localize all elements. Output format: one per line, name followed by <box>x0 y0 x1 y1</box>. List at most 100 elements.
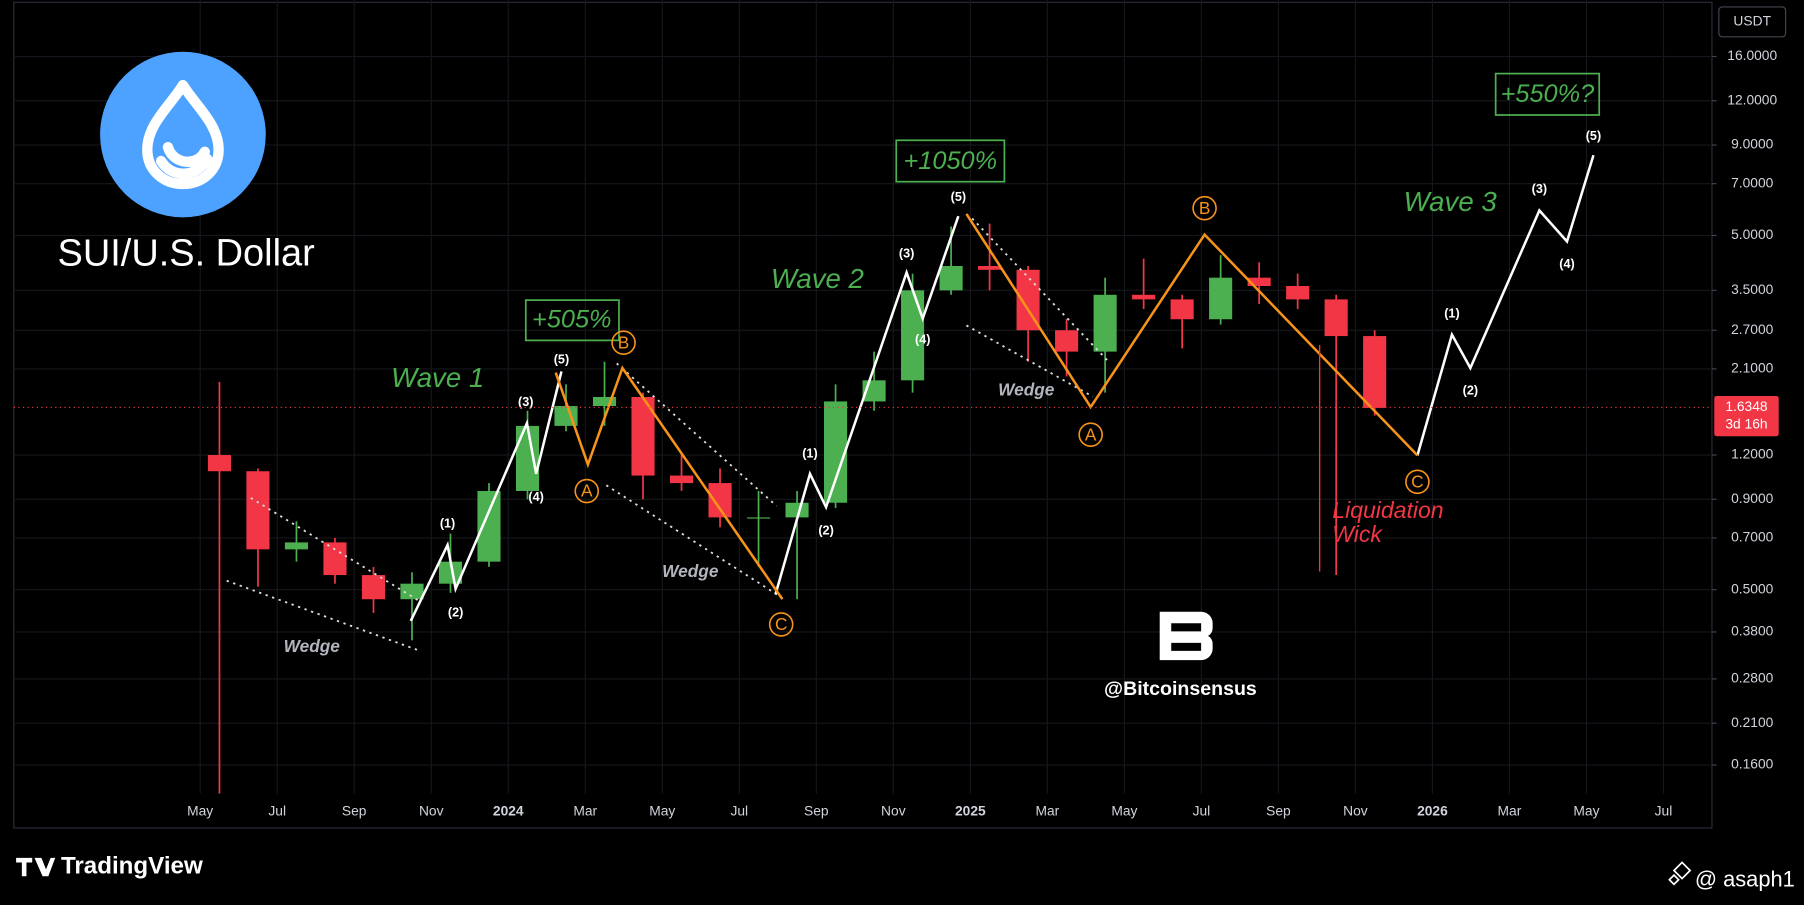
x-tick-label: Nov <box>1343 803 1368 818</box>
correction-label: B <box>618 332 630 352</box>
candle-body <box>708 483 732 518</box>
wave-label: Wave 2 <box>771 263 864 294</box>
correction-circle <box>1078 422 1103 447</box>
y-tick-label: 9.0000 <box>1731 137 1774 152</box>
candle-body <box>284 542 309 550</box>
candle-body <box>515 425 540 491</box>
wedge-line <box>616 362 778 507</box>
y-tick-label: 0.2100 <box>1731 715 1774 730</box>
wave-count: (3) <box>518 395 533 409</box>
candle-body <box>592 396 617 407</box>
correction-circle <box>1192 195 1217 221</box>
correction-label: A <box>1085 424 1097 444</box>
candle-body <box>1170 299 1194 320</box>
x-tick-label: Jul <box>1655 803 1673 818</box>
wave-count: (4) <box>528 490 543 504</box>
last-price-box <box>1714 395 1779 437</box>
wave-count: (2) <box>448 605 463 619</box>
author: @ asaph1 <box>1695 867 1795 892</box>
wave-count: (2) <box>818 524 833 538</box>
gain-box <box>895 139 1006 183</box>
x-tick-label: Mar <box>1498 803 1522 818</box>
x-tick-label: Jul <box>268 803 286 818</box>
wave-count: (3) <box>899 246 914 260</box>
x-tick-label: 2025 <box>955 803 986 818</box>
y-tick-label: 0.5000 <box>1731 581 1774 596</box>
y-tick-label: 0.2800 <box>1731 671 1774 686</box>
plot-frame <box>13 1 1713 829</box>
correction-circle <box>611 330 636 355</box>
correction-label: C <box>1411 472 1423 492</box>
wave-count: (1) <box>1444 306 1459 320</box>
watermark-logo <box>1159 611 1213 661</box>
candle-body <box>1247 277 1271 286</box>
candle-body <box>1132 294 1156 300</box>
chart-title: SUI/U.S. Dollar <box>58 232 315 274</box>
y-tick-label: 0.3800 <box>1731 624 1774 639</box>
correction-label: B <box>1199 198 1211 218</box>
y-tick-label: 0.1600 <box>1731 757 1774 772</box>
x-tick-label: Jul <box>730 803 748 818</box>
x-tick-label: Mar <box>1035 803 1059 818</box>
y-tick-label: 0.9000 <box>1731 491 1774 506</box>
tradingview-logo <box>16 857 56 877</box>
wedge-label: Wedge <box>998 380 1055 400</box>
x-tick-label: Nov <box>881 803 906 818</box>
correction-circle <box>768 612 794 637</box>
wave-count: (2) <box>1463 383 1478 397</box>
gain-label: +550%? <box>1501 80 1595 108</box>
currency-label[interactable]: USDT <box>1733 13 1771 28</box>
candle-body <box>438 561 463 584</box>
correction-line <box>554 365 784 600</box>
candle-body <box>901 290 925 381</box>
candle-body <box>246 471 270 550</box>
candle-body <box>207 455 231 472</box>
correction-circle <box>574 478 600 504</box>
candle-body <box>631 396 655 476</box>
gain-box <box>524 299 620 342</box>
wave-count: (5) <box>554 352 569 366</box>
x-tick-label: May <box>1573 803 1599 818</box>
candle-body <box>361 575 386 600</box>
gain-box <box>1494 72 1601 116</box>
candle-body <box>746 517 771 519</box>
wave-count: (3) <box>1532 182 1547 196</box>
x-tick-label: May <box>1111 803 1137 818</box>
wave-count: (1) <box>440 517 455 531</box>
liquidation-label: Liquidation <box>1332 497 1443 523</box>
candle-body <box>978 265 1002 270</box>
candle-body <box>477 490 501 562</box>
wedge-label: Wedge <box>284 636 341 656</box>
x-tick-label: Nov <box>419 803 444 818</box>
wave-line <box>409 371 563 622</box>
candle-body <box>1286 285 1310 300</box>
candle-body <box>785 502 809 518</box>
candle-body <box>323 542 347 576</box>
correction-circle <box>1405 469 1430 495</box>
candle-body <box>1016 269 1040 331</box>
y-tick-label: 7.0000 <box>1731 175 1774 190</box>
wedge-line <box>605 484 783 599</box>
gain-label: +505% <box>532 306 612 334</box>
candle-body <box>1363 336 1387 408</box>
currency-button[interactable] <box>1718 6 1787 38</box>
x-tick-label: Jul <box>1193 803 1211 818</box>
y-tick-label: 2.1000 <box>1731 361 1774 376</box>
x-tick-label: 2024 <box>493 803 524 818</box>
y-tick-label: 16.0000 <box>1727 48 1777 63</box>
x-tick-label: 2026 <box>1417 803 1448 818</box>
wedge-line <box>971 217 1111 365</box>
candle-body <box>1324 299 1348 337</box>
x-tick-label: May <box>649 803 675 818</box>
x-tick-label: Sep <box>342 803 367 818</box>
wave-line <box>1416 154 1595 456</box>
x-tick-label: Sep <box>1266 803 1291 818</box>
candle-body <box>400 583 424 600</box>
watermark: @Bitcoinsensus <box>1104 678 1257 700</box>
y-tick-label: 1.2000 <box>1731 447 1774 462</box>
correction-label: A <box>581 481 593 501</box>
y-tick-label: 5.0000 <box>1731 227 1774 242</box>
